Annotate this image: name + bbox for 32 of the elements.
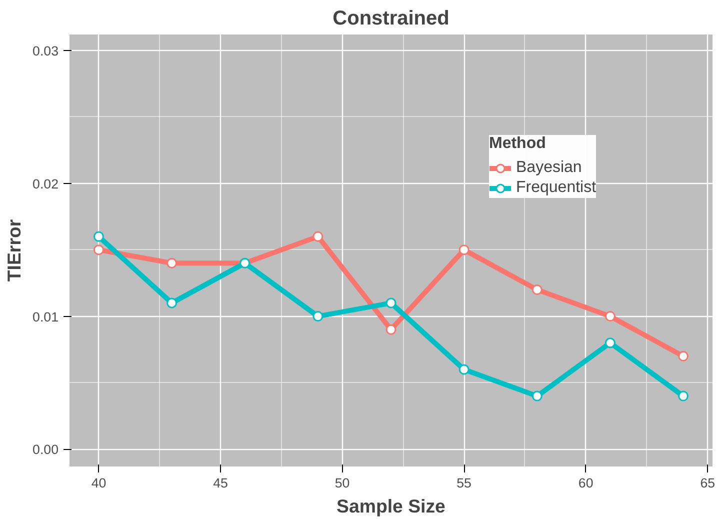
point xyxy=(93,244,104,256)
legend-label: Bayesian xyxy=(516,159,582,177)
point xyxy=(678,390,689,402)
point xyxy=(386,298,396,308)
legend-label: Frequentist xyxy=(516,179,596,197)
point xyxy=(458,244,470,256)
point xyxy=(458,364,470,375)
point xyxy=(166,258,178,268)
point xyxy=(386,324,396,335)
point xyxy=(166,298,178,308)
y-tick-label: 0.02 xyxy=(32,176,59,192)
y-axis-title: TIError xyxy=(4,219,25,282)
y-tick-label: 0.03 xyxy=(32,43,59,58)
point xyxy=(532,390,542,402)
point xyxy=(312,311,324,322)
point xyxy=(93,231,104,242)
y-tick-label: 0.00 xyxy=(32,442,59,458)
point xyxy=(604,311,616,322)
x-axis-title: Sample Size xyxy=(336,496,446,516)
x-tick-label: 60 xyxy=(578,476,594,490)
x-tick-label: 50 xyxy=(334,476,350,490)
point xyxy=(532,284,542,295)
y-tick-label: 0.01 xyxy=(32,309,59,324)
x-tick-label: 45 xyxy=(213,476,228,490)
chart-title: Constrained xyxy=(332,8,450,30)
point xyxy=(604,338,616,348)
point xyxy=(312,231,324,242)
x-tick-label: 65 xyxy=(700,476,716,490)
x-tick-label: 55 xyxy=(456,476,472,490)
x-tick-label: 40 xyxy=(91,476,106,490)
legend-title: Method xyxy=(489,135,547,153)
point xyxy=(678,350,689,362)
